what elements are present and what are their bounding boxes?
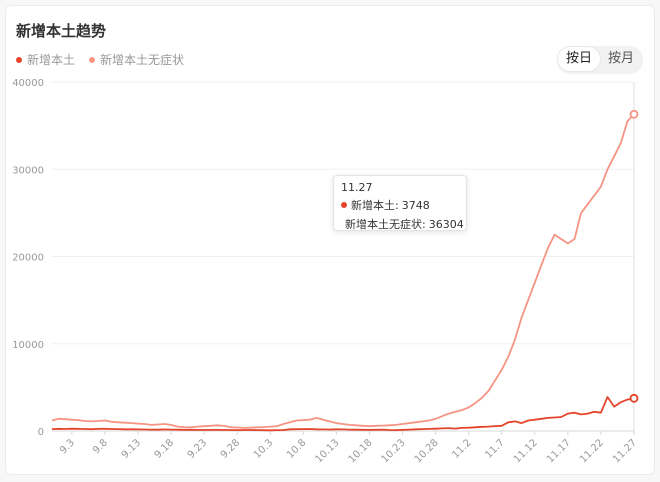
legend-dot-local bbox=[16, 56, 22, 63]
x-tick-label: 9.13 bbox=[120, 437, 144, 461]
toggle-by-month-button[interactable]: 按月 bbox=[607, 51, 634, 66]
x-tick-label: 11.17 bbox=[545, 437, 573, 465]
x-tick-label: 9.8 bbox=[91, 437, 110, 456]
legend: 新增本土 新增本土无症状 bbox=[16, 51, 198, 68]
tooltip-label-local: 新增本土: bbox=[351, 199, 399, 212]
series-end-marker-asymptomatic bbox=[629, 109, 639, 119]
x-tick-label: 11.12 bbox=[512, 437, 540, 465]
legend-label-asymptomatic: 新增本土无症状 bbox=[100, 53, 185, 67]
period-toggle: 按日 按月 bbox=[557, 46, 643, 74]
x-tick-label: 10.28 bbox=[413, 437, 441, 465]
series-end-marker-local bbox=[629, 393, 639, 403]
chart-title: 新增本土趋势 bbox=[16, 22, 107, 40]
legend-item-local[interactable]: 新增本土 bbox=[16, 51, 75, 68]
toggle-by-day-button[interactable]: 按日 bbox=[558, 47, 600, 71]
x-tick-label: 11.27 bbox=[611, 437, 639, 465]
x-tick-label: 9.28 bbox=[219, 437, 243, 461]
legend-item-asymptomatic[interactable]: 新增本土无症状 bbox=[89, 51, 184, 68]
x-tick-label: 11.7 bbox=[483, 437, 507, 461]
tooltip-row-local: 新增本土: 3748 bbox=[341, 197, 459, 213]
tooltip-label-asymptomatic: 新增本土无症状: bbox=[345, 218, 426, 231]
y-tick-label: 40000 bbox=[12, 78, 44, 89]
x-tick-label: 11.22 bbox=[578, 437, 606, 465]
tooltip-dot-local bbox=[341, 202, 347, 208]
x-tick-label: 10.8 bbox=[285, 437, 309, 461]
series-line-local bbox=[51, 396, 635, 432]
x-tick-label: 9.3 bbox=[58, 437, 77, 456]
tooltip-row-asymptomatic: 新增本土无症状: 36304 bbox=[341, 216, 464, 232]
legend-dot-asymptomatic bbox=[89, 56, 96, 63]
y-tick-label: 0 bbox=[38, 427, 44, 438]
x-tick-label: 10.23 bbox=[380, 437, 408, 465]
tooltip-value-asymptomatic: 36304 bbox=[428, 217, 464, 231]
x-tick-label: 10.13 bbox=[313, 437, 341, 465]
x-tick-label: 10.18 bbox=[347, 437, 375, 465]
y-tick-label: 30000 bbox=[12, 165, 44, 176]
y-tick-label: 10000 bbox=[12, 340, 44, 351]
legend-label-local: 新增本土 bbox=[27, 53, 76, 67]
x-tick-label: 11.2 bbox=[450, 437, 474, 461]
y-tick-label: 20000 bbox=[12, 253, 44, 264]
chart-tooltip: 11.27 新增本土: 3748 新增本土无症状: 36304 bbox=[333, 175, 467, 231]
tooltip-value-local: 3748 bbox=[401, 198, 430, 212]
x-tick-label: 10.3 bbox=[252, 437, 276, 461]
x-tick-label: 9.23 bbox=[186, 437, 210, 461]
x-tick-label: 9.18 bbox=[153, 437, 177, 461]
tooltip-date: 11.27 bbox=[341, 181, 373, 194]
series-line-asymptomatic bbox=[51, 113, 635, 429]
chart-card: 新增本土趋势 新增本土 新增本土无症状 按日 按月 bbox=[5, 5, 655, 475]
